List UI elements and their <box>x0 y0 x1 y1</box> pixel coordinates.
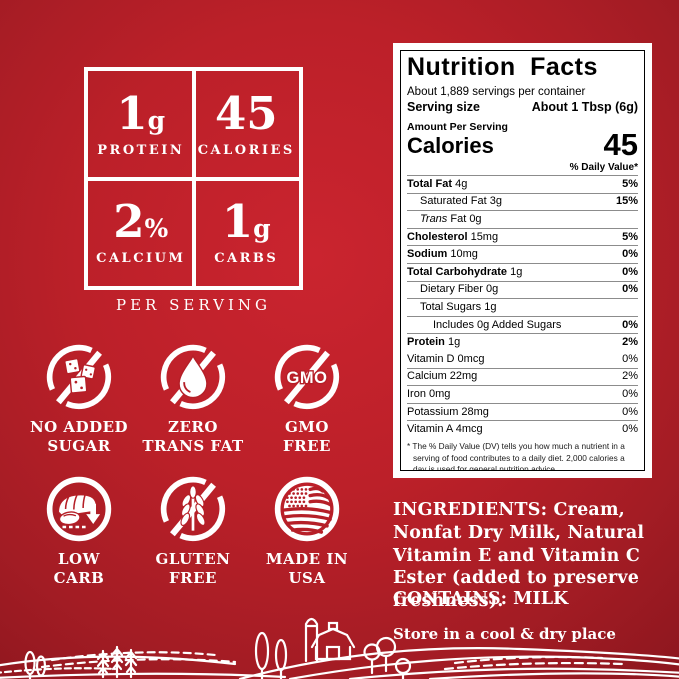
nutrient-row: Cholesterol 15mg 5% <box>407 227 638 246</box>
nutrient-row: Includes 0g Added Sugars 0% <box>407 315 638 334</box>
calories-block: Amount Per Serving Calories 45 <box>407 118 638 162</box>
per-serving-caption: PER SERVING <box>116 296 271 314</box>
nutrition-facts-label: Nutrition Facts About 1,889 servings per… <box>393 43 652 478</box>
calories-label: Calories <box>407 133 494 158</box>
per-serving-stats-grid: 1g PROTEIN 45 CALORIES 2% CALCIUM 1g CARBS <box>84 67 303 290</box>
ingredients-text: Cream, Nonfat Dry Milk, Natural Vitamin … <box>393 500 645 611</box>
badge-label: NO ADDED SUGAR <box>29 418 129 455</box>
stat-label: PROTEIN <box>97 143 185 159</box>
nutrient-row: Potassium 28mg 0% <box>407 402 638 421</box>
amount-per-serving: Amount Per Serving <box>407 121 508 133</box>
stat-value: 1g <box>221 194 271 248</box>
daily-value-header: % Daily Value* <box>569 162 638 173</box>
gmo-free-icon: GMO <box>273 343 341 411</box>
ingredients-paragraph: INGREDIENTS: Cream, Nonfat Dry Milk, Nat… <box>393 499 679 613</box>
stat-label: CARBS <box>214 250 279 266</box>
stat-value: 2% <box>113 194 169 248</box>
serving-size-row: Serving size About 1 Tbsp (6g) <box>407 99 638 118</box>
badge-low-carb: LOW CARB <box>22 475 136 592</box>
calories-value: 45 <box>603 126 638 162</box>
nutrient-row: Sodium 10mg 0% <box>407 245 638 263</box>
ingredients-label: INGREDIENTS: <box>393 500 548 520</box>
low-carb-icon <box>45 475 113 543</box>
nutrient-row: Saturated Fat 3g 15% <box>407 192 638 211</box>
badge-made-in-usa: MADE IN USA <box>250 475 364 592</box>
badge-label: ZERO TRANS FAT <box>142 418 244 455</box>
nutrition-facts-title: Nutrition Facts <box>407 53 598 81</box>
serving-size-value: About 1 Tbsp (6g) <box>531 100 638 114</box>
nutrient-row: Vitamin D 0mcg 0% <box>407 352 638 365</box>
stat-label: CALCIUM <box>96 250 186 266</box>
stat-cell-calories: 45 CALORIES <box>194 71 300 179</box>
no-added-sugar-icon <box>45 343 113 411</box>
stat-label: CALORIES <box>197 143 295 159</box>
badge-gmo-free: GMO GMO FREE <box>250 343 364 460</box>
badge-label: LOW CARB <box>53 550 105 587</box>
nutrition-rows: Total Fat 4g 5% Saturated Fat 3g 15% Trans F… <box>407 175 638 351</box>
nutrient-row: Iron 0mg 0% <box>407 385 638 403</box>
contains-statement: CONTAINS: MILK <box>393 589 569 609</box>
nutrient-row: Total Sugars 1g <box>407 298 638 316</box>
badge-gluten-free: GLUTEN FREE <box>136 475 250 592</box>
nutrient-row: Protein 1g 2% <box>407 333 638 351</box>
nutrient-row: Dietary Fiber 0g 0% <box>407 280 638 299</box>
gluten-free-icon <box>159 475 227 543</box>
badge-zero-trans-fat: ZERO TRANS FAT <box>136 343 250 460</box>
vitamin-rows: Vitamin D 0mcg 0% Calcium 22mg 2% Iron 0mg 0%… <box>407 351 638 438</box>
serving-size-label: Serving size <box>407 100 480 114</box>
servings-per-container: About 1,889 servings per container <box>407 86 586 98</box>
badge-label: MADE IN USA <box>265 550 349 587</box>
made-in-usa-icon <box>273 475 341 543</box>
daily-value-footnote: * The % Daily Value (DV) tells you how m… <box>407 440 625 471</box>
badge-label: GMO FREE <box>283 418 331 455</box>
nutrient-row: Total Fat 4g 5% <box>407 175 638 193</box>
stat-cell-protein: 1g PROTEIN <box>88 71 194 179</box>
nutrient-row: Total Carbohydrate 1g 0% <box>407 262 638 281</box>
stats-cells: 1g PROTEIN 45 CALORIES 2% CALCIUM 1g CARBS <box>88 71 299 286</box>
badge-grid: NO ADDED SUGAR ZERO TRANS FAT GMO GMO FREE … <box>22 343 364 592</box>
stat-value: 45 <box>214 87 278 141</box>
badge-no-added-sugar: NO ADDED SUGAR <box>22 343 136 460</box>
badge-label: GLUTEN FREE <box>155 550 231 587</box>
stat-cell-calcium: 2% CALCIUM <box>88 179 194 287</box>
farm-illustration <box>0 617 679 679</box>
stat-value: 1g <box>116 87 166 141</box>
nutrient-row: Trans Fat 0g <box>407 210 638 228</box>
nutrient-row: Calcium 22mg 2% <box>407 367 638 386</box>
storage-instruction: Store in a cool & dry place <box>393 625 616 643</box>
nutrient-row: Vitamin A 4mcg 0% <box>407 420 638 438</box>
zero-trans-fat-icon <box>159 343 227 411</box>
stats-divider-horizontal <box>88 176 299 181</box>
gmo-text: GMO <box>287 369 328 387</box>
nutrition-facts-inner: Nutrition Facts About 1,889 servings per… <box>400 50 645 471</box>
stat-cell-carbs: 1g CARBS <box>194 179 300 287</box>
